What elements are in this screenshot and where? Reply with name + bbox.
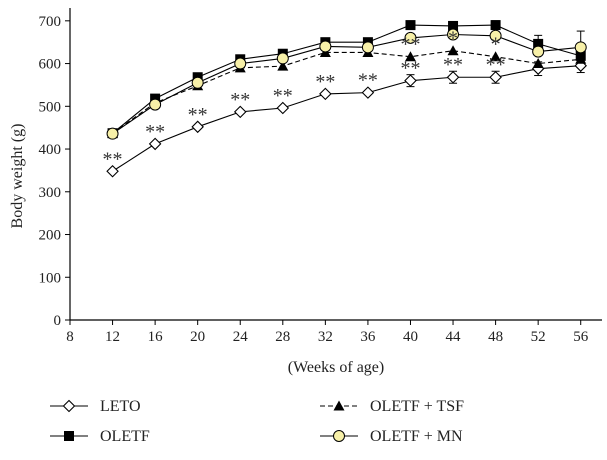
data-point bbox=[191, 76, 204, 89]
significance-mark: ** bbox=[358, 70, 378, 92]
data-point bbox=[319, 87, 332, 101]
x-tick-label: 52 bbox=[531, 329, 546, 345]
data-point bbox=[276, 101, 290, 115]
data-point bbox=[106, 164, 119, 178]
x-tick-label: 12 bbox=[105, 329, 120, 345]
legend-item: OLETF + MN bbox=[320, 428, 463, 445]
data-point bbox=[448, 20, 459, 31]
series-lines bbox=[112, 24, 581, 172]
x-tick-label: 28 bbox=[275, 329, 290, 345]
data-point bbox=[277, 60, 289, 71]
y-tick-label: 200 bbox=[39, 228, 62, 244]
y-tick-label: 700 bbox=[39, 14, 62, 30]
x-tick-label: 8 bbox=[66, 329, 74, 345]
data-point bbox=[361, 41, 374, 54]
data-point bbox=[447, 28, 460, 41]
y-tick-label: 0 bbox=[54, 313, 62, 329]
legend-label: LETO bbox=[100, 398, 141, 415]
y-axis-label: Body weight (g) bbox=[9, 124, 26, 229]
legend-label: OLETF + MN bbox=[370, 428, 463, 445]
data-point bbox=[234, 57, 247, 70]
legend-item: OLETF bbox=[50, 428, 150, 445]
data-point bbox=[148, 137, 162, 151]
legend-marker bbox=[333, 400, 345, 411]
data-point bbox=[404, 51, 416, 62]
data-point bbox=[575, 53, 587, 64]
significance-mark: * bbox=[448, 28, 458, 50]
legend-item: OLETF + TSF bbox=[320, 398, 464, 415]
x-tick-label: 56 bbox=[573, 329, 589, 345]
data-point bbox=[490, 20, 501, 31]
series-line-0 bbox=[112, 65, 581, 172]
data-point bbox=[532, 45, 545, 58]
x-tick-label: 44 bbox=[446, 329, 462, 345]
data-point bbox=[533, 38, 544, 49]
x-tick-label: 20 bbox=[190, 329, 205, 345]
data-point bbox=[404, 74, 417, 87]
significance-mark: * bbox=[491, 34, 501, 56]
y-tick-label: 500 bbox=[39, 99, 62, 115]
data-point bbox=[106, 127, 119, 140]
data-point bbox=[233, 105, 247, 119]
series-line-2 bbox=[112, 50, 581, 134]
legend-label: OLETF + TSF bbox=[370, 398, 464, 415]
legend-marker bbox=[62, 399, 76, 413]
y-tick-label: 400 bbox=[39, 142, 62, 158]
data-point bbox=[404, 31, 417, 44]
data-point bbox=[446, 70, 460, 84]
x-axis-label: (Weeks of age) bbox=[288, 359, 384, 376]
data-point bbox=[489, 29, 502, 42]
y-tick-label: 300 bbox=[39, 185, 62, 201]
data-point bbox=[447, 45, 459, 56]
axes: 8 12 16 20 24 28 32 36 40 44 48 52 56 0 100 200 300 400 50… bbox=[39, 8, 602, 345]
significance-mark: ** bbox=[230, 89, 250, 111]
legend: LETO OLETF + TSF OLETF OLETF + MN bbox=[50, 398, 464, 445]
significance-mark: ** bbox=[145, 121, 165, 143]
x-tick-label: 40 bbox=[403, 329, 418, 345]
x-tick-label: 48 bbox=[488, 329, 503, 345]
significance-mark: ** bbox=[103, 148, 123, 170]
x-tick-label: 32 bbox=[318, 329, 333, 345]
x-tick-label: 16 bbox=[148, 329, 164, 345]
x-tick-label: 24 bbox=[233, 329, 249, 345]
data-point bbox=[574, 41, 587, 54]
data-point bbox=[532, 58, 544, 69]
series-line-1 bbox=[112, 24, 581, 134]
significance-mark: ** bbox=[273, 85, 293, 107]
series-line-3 bbox=[112, 33, 581, 135]
significance-mark: ** bbox=[400, 58, 420, 80]
legend-marker bbox=[64, 431, 74, 441]
data-point bbox=[276, 52, 289, 65]
data-point bbox=[489, 70, 502, 84]
series-markers bbox=[106, 20, 587, 178]
data-point bbox=[490, 51, 502, 62]
data-point bbox=[149, 98, 162, 111]
legend-item: LETO bbox=[50, 398, 141, 415]
significance-mark: ** bbox=[188, 104, 208, 126]
significance-mark: ** bbox=[400, 34, 420, 56]
significance-mark: ** bbox=[443, 54, 463, 76]
y-tick-label: 600 bbox=[39, 57, 62, 73]
y-tick-label: 100 bbox=[39, 270, 62, 286]
significance-mark: ** bbox=[486, 54, 506, 76]
significance-mark: ** bbox=[315, 71, 335, 93]
data-point bbox=[405, 20, 416, 31]
significance-annotations: ******** **** **** ** **** * * bbox=[103, 28, 506, 171]
legend-marker bbox=[333, 430, 345, 442]
data-point bbox=[361, 86, 375, 99]
data-point bbox=[191, 120, 204, 134]
data-point bbox=[319, 40, 332, 53]
legend-label: OLETF bbox=[100, 428, 150, 445]
x-tick-label: 36 bbox=[360, 329, 376, 345]
